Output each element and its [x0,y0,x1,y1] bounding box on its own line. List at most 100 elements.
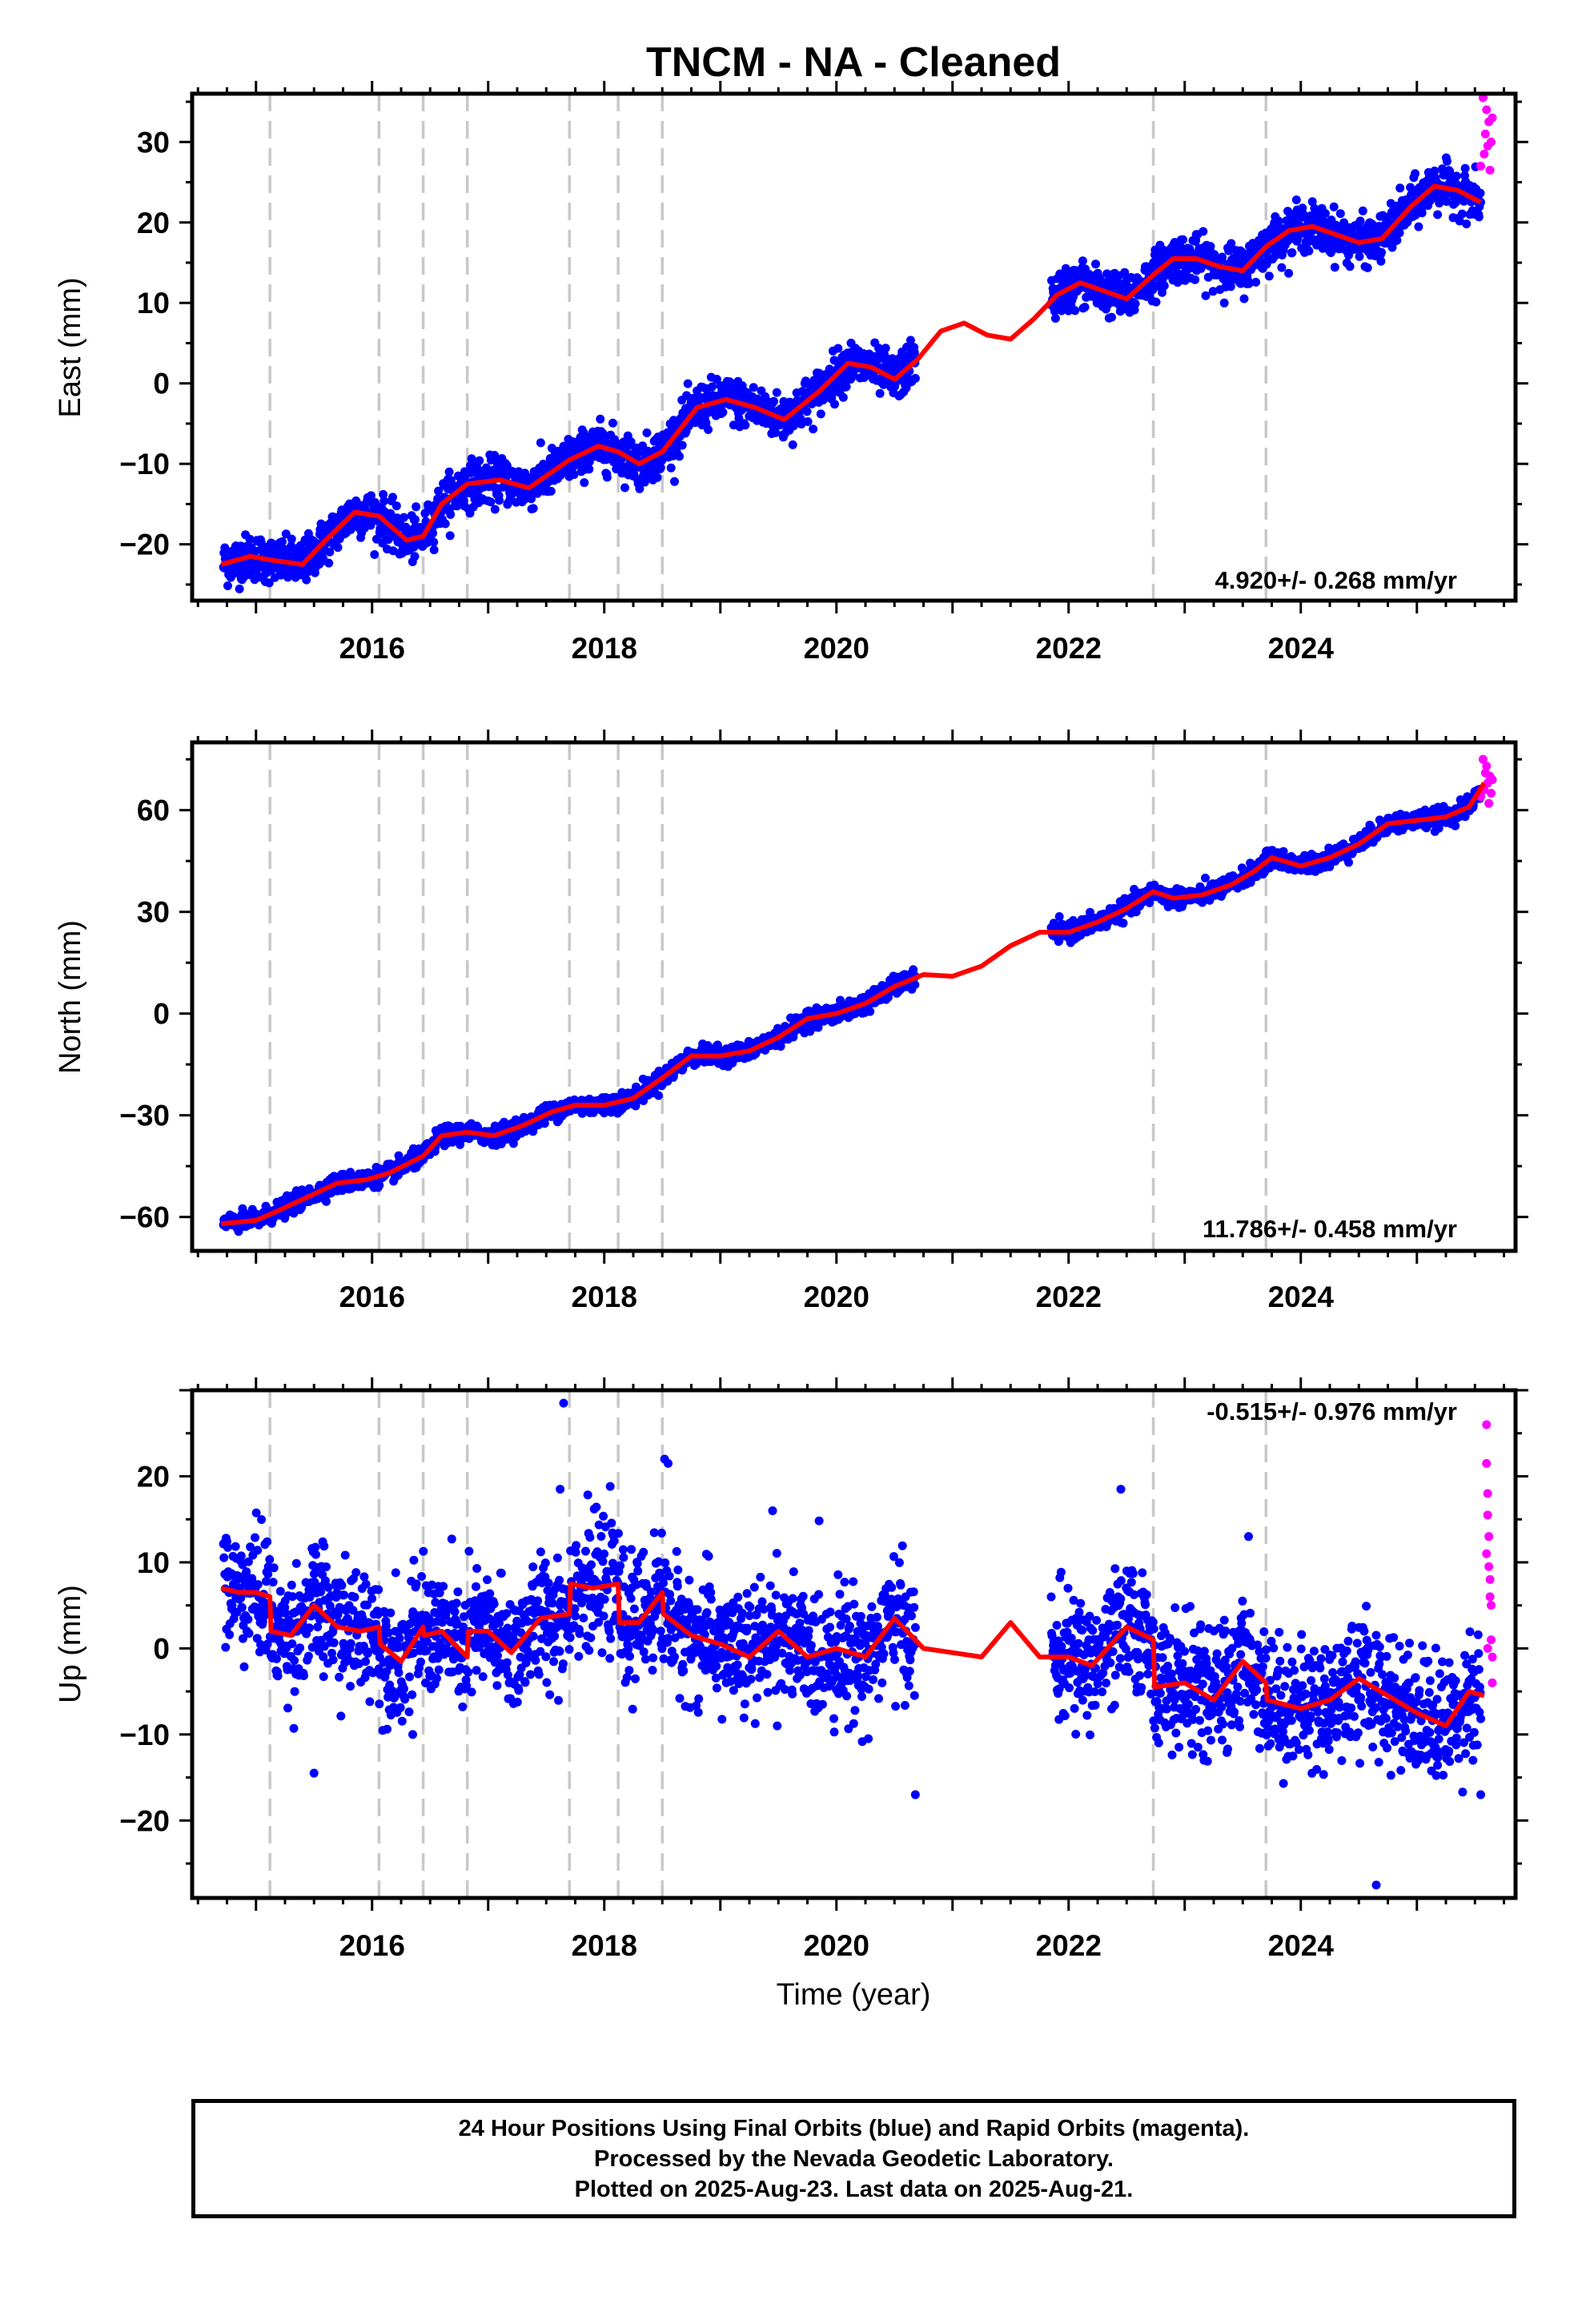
final-orbit-point [1455,216,1464,226]
final-orbit-point [803,417,813,426]
final-orbit-point [456,1140,465,1149]
final-orbit-point [640,477,649,487]
final-orbit-point [875,388,885,398]
final-orbit-point [865,1007,875,1016]
final-orbit-point [1476,188,1485,198]
y-tick-label: 20 [137,207,170,239]
y-tick-label: −20 [119,529,170,561]
final-orbit-point [1107,312,1116,322]
rapid-orbit-point [1480,129,1490,139]
final-orbit-point [642,428,652,437]
y-tick-label: 0 [153,368,170,400]
final-orbit-point [741,420,750,430]
final-orbit-point [388,493,397,502]
final-orbit-point [1355,251,1364,261]
final-orbit-point [905,336,915,345]
final-orbit-point [482,463,491,472]
final-orbit-point [635,484,644,493]
final-orbit-point [486,497,496,507]
final-orbit-point [1414,222,1423,231]
final-orbit-point [333,543,343,553]
final-orbit-point [379,497,389,506]
final-orbit-point [910,373,920,383]
final-orbit-point [701,418,711,428]
final-orbit-point [1474,212,1484,222]
final-orbit-point [1226,282,1235,292]
final-orbit-point [718,408,728,417]
final-orbit-point [1130,299,1140,308]
final-orbit-point [367,491,375,501]
final-orbit-point [683,379,693,388]
final-orbit-point [1080,303,1090,312]
final-orbit-point [446,510,456,519]
final-orbit-point [379,489,388,499]
final-orbit-point [1457,209,1467,219]
final-orbit-point [776,1042,785,1051]
final-orbit-point [772,388,781,397]
final-orbit-point [1442,156,1452,166]
final-orbit-point [1158,287,1167,297]
final-orbit-point [584,457,594,467]
final-orbit-point [490,505,500,514]
final-orbit-point [1363,263,1372,272]
final-orbit-point [1330,263,1339,272]
x-tick-label: 2022 [1036,632,1102,665]
final-orbit-point [596,414,605,424]
final-orbit-point [1251,277,1261,287]
final-orbit-point [1411,169,1419,179]
y-axis-label: East (mm) [54,277,87,417]
final-orbit-point [1329,202,1339,211]
final-orbit-point [475,456,484,465]
rapid-orbit-point [1480,149,1489,159]
final-orbit-point [1120,267,1130,277]
final-orbit-point [816,409,825,419]
final-orbit-point [1218,252,1227,262]
final-orbit-point [830,400,839,409]
final-orbit-point [412,502,421,512]
final-orbit-point [245,534,255,544]
final-orbit-point [375,1180,384,1190]
final-orbit-point [1091,259,1100,269]
final-orbit-point [1284,268,1294,278]
final-orbit-point [302,575,311,585]
final-orbit-point [1395,228,1404,238]
final-orbit-point [841,382,851,392]
final-orbit-point [838,392,848,402]
x-tick-label: 2018 [572,632,637,665]
velocity-rate-label: 4.920+/- 0.268 mm/yr [1215,566,1457,594]
final-orbit-point [579,428,588,438]
final-orbit-point [324,558,334,568]
final-orbit-point [528,504,538,513]
final-orbit-point [287,534,296,544]
x-ticks [179,81,1528,613]
final-orbit-point [1118,919,1128,928]
final-orbit-point [704,425,713,434]
final-orbit-point [1152,281,1162,291]
final-orbit-point [388,546,398,556]
final-orbit-point [626,437,636,447]
final-orbit-point [444,467,454,476]
y-tick-label: −10 [119,448,170,480]
final-orbit-point [1201,873,1210,883]
final-orbit-point [391,501,401,511]
rapid-orbit-point [1476,161,1485,171]
final-orbit-point [1442,197,1452,207]
final-orbit-point [1355,216,1365,226]
plot-area [219,742,1497,1251]
final-orbit-point [1054,936,1064,946]
final-orbit-point [1335,209,1345,219]
final-orbit-point [620,483,629,493]
final-orbit-point [656,463,665,472]
final-orbit-point [1224,246,1234,255]
final-orbit-point [251,546,260,556]
final-orbit-point [584,464,594,474]
final-orbit-point [400,513,408,522]
final-orbit-point [278,537,287,546]
final-orbit-point [1227,239,1236,248]
final-orbit-point [527,494,536,504]
final-orbit-point [1277,263,1287,272]
final-orbit-point [654,1091,664,1100]
final-orbit-point [769,396,778,406]
final-orbit-point [910,980,920,990]
